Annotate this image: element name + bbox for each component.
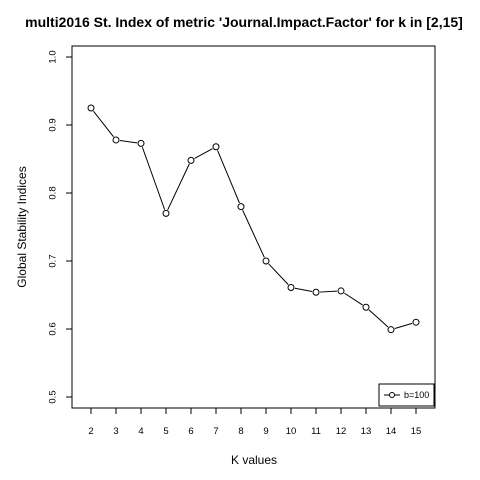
data-point — [312, 288, 320, 296]
legend-box — [378, 383, 435, 407]
series-line-segment — [242, 210, 265, 258]
x-tick-label: 14 — [386, 426, 397, 437]
y-tick-label: 0.9 — [48, 118, 59, 131]
data-point — [187, 156, 195, 164]
series-layer — [87, 104, 420, 334]
x-tick-label: 13 — [361, 426, 372, 437]
series-line-segment — [194, 148, 213, 159]
series-line-segment — [344, 292, 363, 306]
x-tick-label: 8 — [238, 426, 243, 437]
x-tick-label: 6 — [188, 426, 193, 437]
y-tick-label: 1.0 — [48, 50, 59, 63]
x-tick-label: 10 — [286, 426, 297, 437]
series-line-segment — [368, 309, 389, 328]
x-tick-label: 9 — [263, 426, 268, 437]
x-tick-label: 5 — [163, 426, 168, 437]
legend-series-label: b=100 — [404, 390, 429, 400]
data-point — [212, 143, 220, 151]
data-point — [287, 284, 295, 292]
series-line-segment — [167, 163, 190, 210]
x-tick-label: 4 — [138, 426, 143, 437]
x-tick-label: 3 — [113, 426, 118, 437]
data-point — [262, 257, 270, 265]
y-axis: 0.5 0.6 0.7 0.8 0.9 1.0 — [48, 50, 72, 404]
series-line-segment — [217, 150, 240, 204]
y-tick-label: 0.5 — [48, 390, 59, 403]
y-tick-label: 0.7 — [48, 254, 59, 267]
x-tick-label: 7 — [213, 426, 218, 437]
series-line-segment — [319, 290, 338, 293]
data-point — [237, 203, 245, 211]
x-axis-label: K values — [231, 453, 277, 467]
data-point — [112, 136, 120, 144]
data-point — [162, 209, 170, 217]
x-tick-label: 2 — [88, 426, 93, 437]
x-tick-label: 12 — [336, 426, 347, 437]
x-tick-label: 11 — [311, 426, 321, 437]
legend: b=100 — [378, 383, 435, 407]
y-tick-label: 0.6 — [48, 322, 59, 335]
series-line-segment — [119, 140, 138, 144]
data-point — [387, 326, 395, 334]
series-line-segment — [394, 322, 413, 330]
y-axis-label: Global Stability Indices — [15, 166, 29, 287]
series-line-segment — [141, 146, 166, 210]
chart-title: multi2016 St. Index of metric 'Journal.I… — [25, 14, 463, 30]
plot-frame — [71, 45, 436, 409]
x-tick-label: 15 — [411, 426, 422, 437]
data-point — [412, 318, 420, 326]
legend-marker-sample — [389, 392, 395, 398]
x-axis: 2 3 4 5 6 7 8 9 10 11 12 13 14 15 — [88, 408, 421, 437]
data-point — [87, 104, 95, 112]
y-tick-label: 0.8 — [48, 186, 59, 199]
series-line-segment — [294, 287, 313, 293]
series-line-segment — [268, 263, 289, 285]
data-point — [362, 303, 370, 311]
data-point — [337, 287, 345, 295]
data-point — [137, 139, 145, 147]
series-line-segment — [93, 110, 114, 138]
